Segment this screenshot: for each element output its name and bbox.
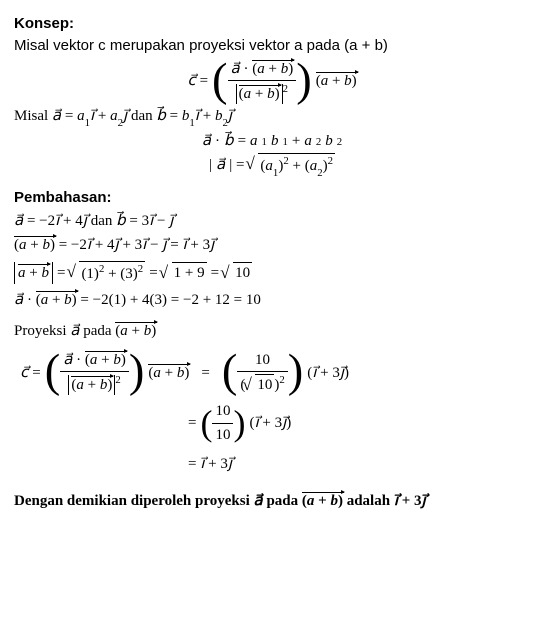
konsep-heading: Konsep: (14, 14, 530, 34)
den-10: 10 (212, 424, 233, 445)
ab-sum: (a + b) = −2ı⃗ + 4ȷ⃗ + 3ı⃗ − ȷ⃗ = ı⃗ + 3… (14, 235, 530, 255)
ab-dot: a⃗ · (a + b) = −2(1) + 4(3) = −2 + 12 = … (14, 290, 530, 310)
num-10: 10 (237, 350, 287, 372)
ab-magnitude: a + b = (1)2 + (3)2 = 1 + 9 = 10 (14, 261, 530, 284)
pembahasan-heading: Pembahasan: (14, 188, 530, 208)
misal-label: Misal (14, 108, 52, 124)
proyeksi-label: Proyeksi a⃗ pada (a + b) (14, 321, 530, 341)
dot-formula: a⃗ · b⃗ = a1b1 + a2b2 (14, 131, 530, 151)
dan-1: dan (131, 108, 156, 124)
magnitude-formula: |a⃗| = (a1)2 + (a2)2 (14, 153, 530, 179)
konsep-line1: Misal vektor c merupakan proyeksi vektor… (14, 36, 530, 56)
conclusion: Dengan demikian diperoleh proyeksi a⃗ pa… (14, 491, 530, 511)
given-vectors: a⃗ = −2ı⃗ + 4ȷ⃗ dan b⃗ = 3ı⃗ − ȷ⃗ (14, 211, 530, 231)
projection-formula: c⃗ = ( a⃗ · (a + b) (a + b)2 ) (a + b) (14, 59, 530, 105)
dan-2: dan (91, 213, 116, 229)
projection-calc: c⃗ = ( a⃗ · (a + b) (a + b)2 ) (a + b) =… (20, 347, 530, 477)
sqrt10-val: 10 (233, 262, 252, 283)
num-10b: 10 (212, 401, 233, 423)
konsep-vectors: Misal a⃗ = a1ı⃗ + a2ȷ⃗ dan b⃗ = b1ı⃗ + b… (14, 106, 530, 129)
den-sqrt10: 10 (255, 374, 274, 395)
